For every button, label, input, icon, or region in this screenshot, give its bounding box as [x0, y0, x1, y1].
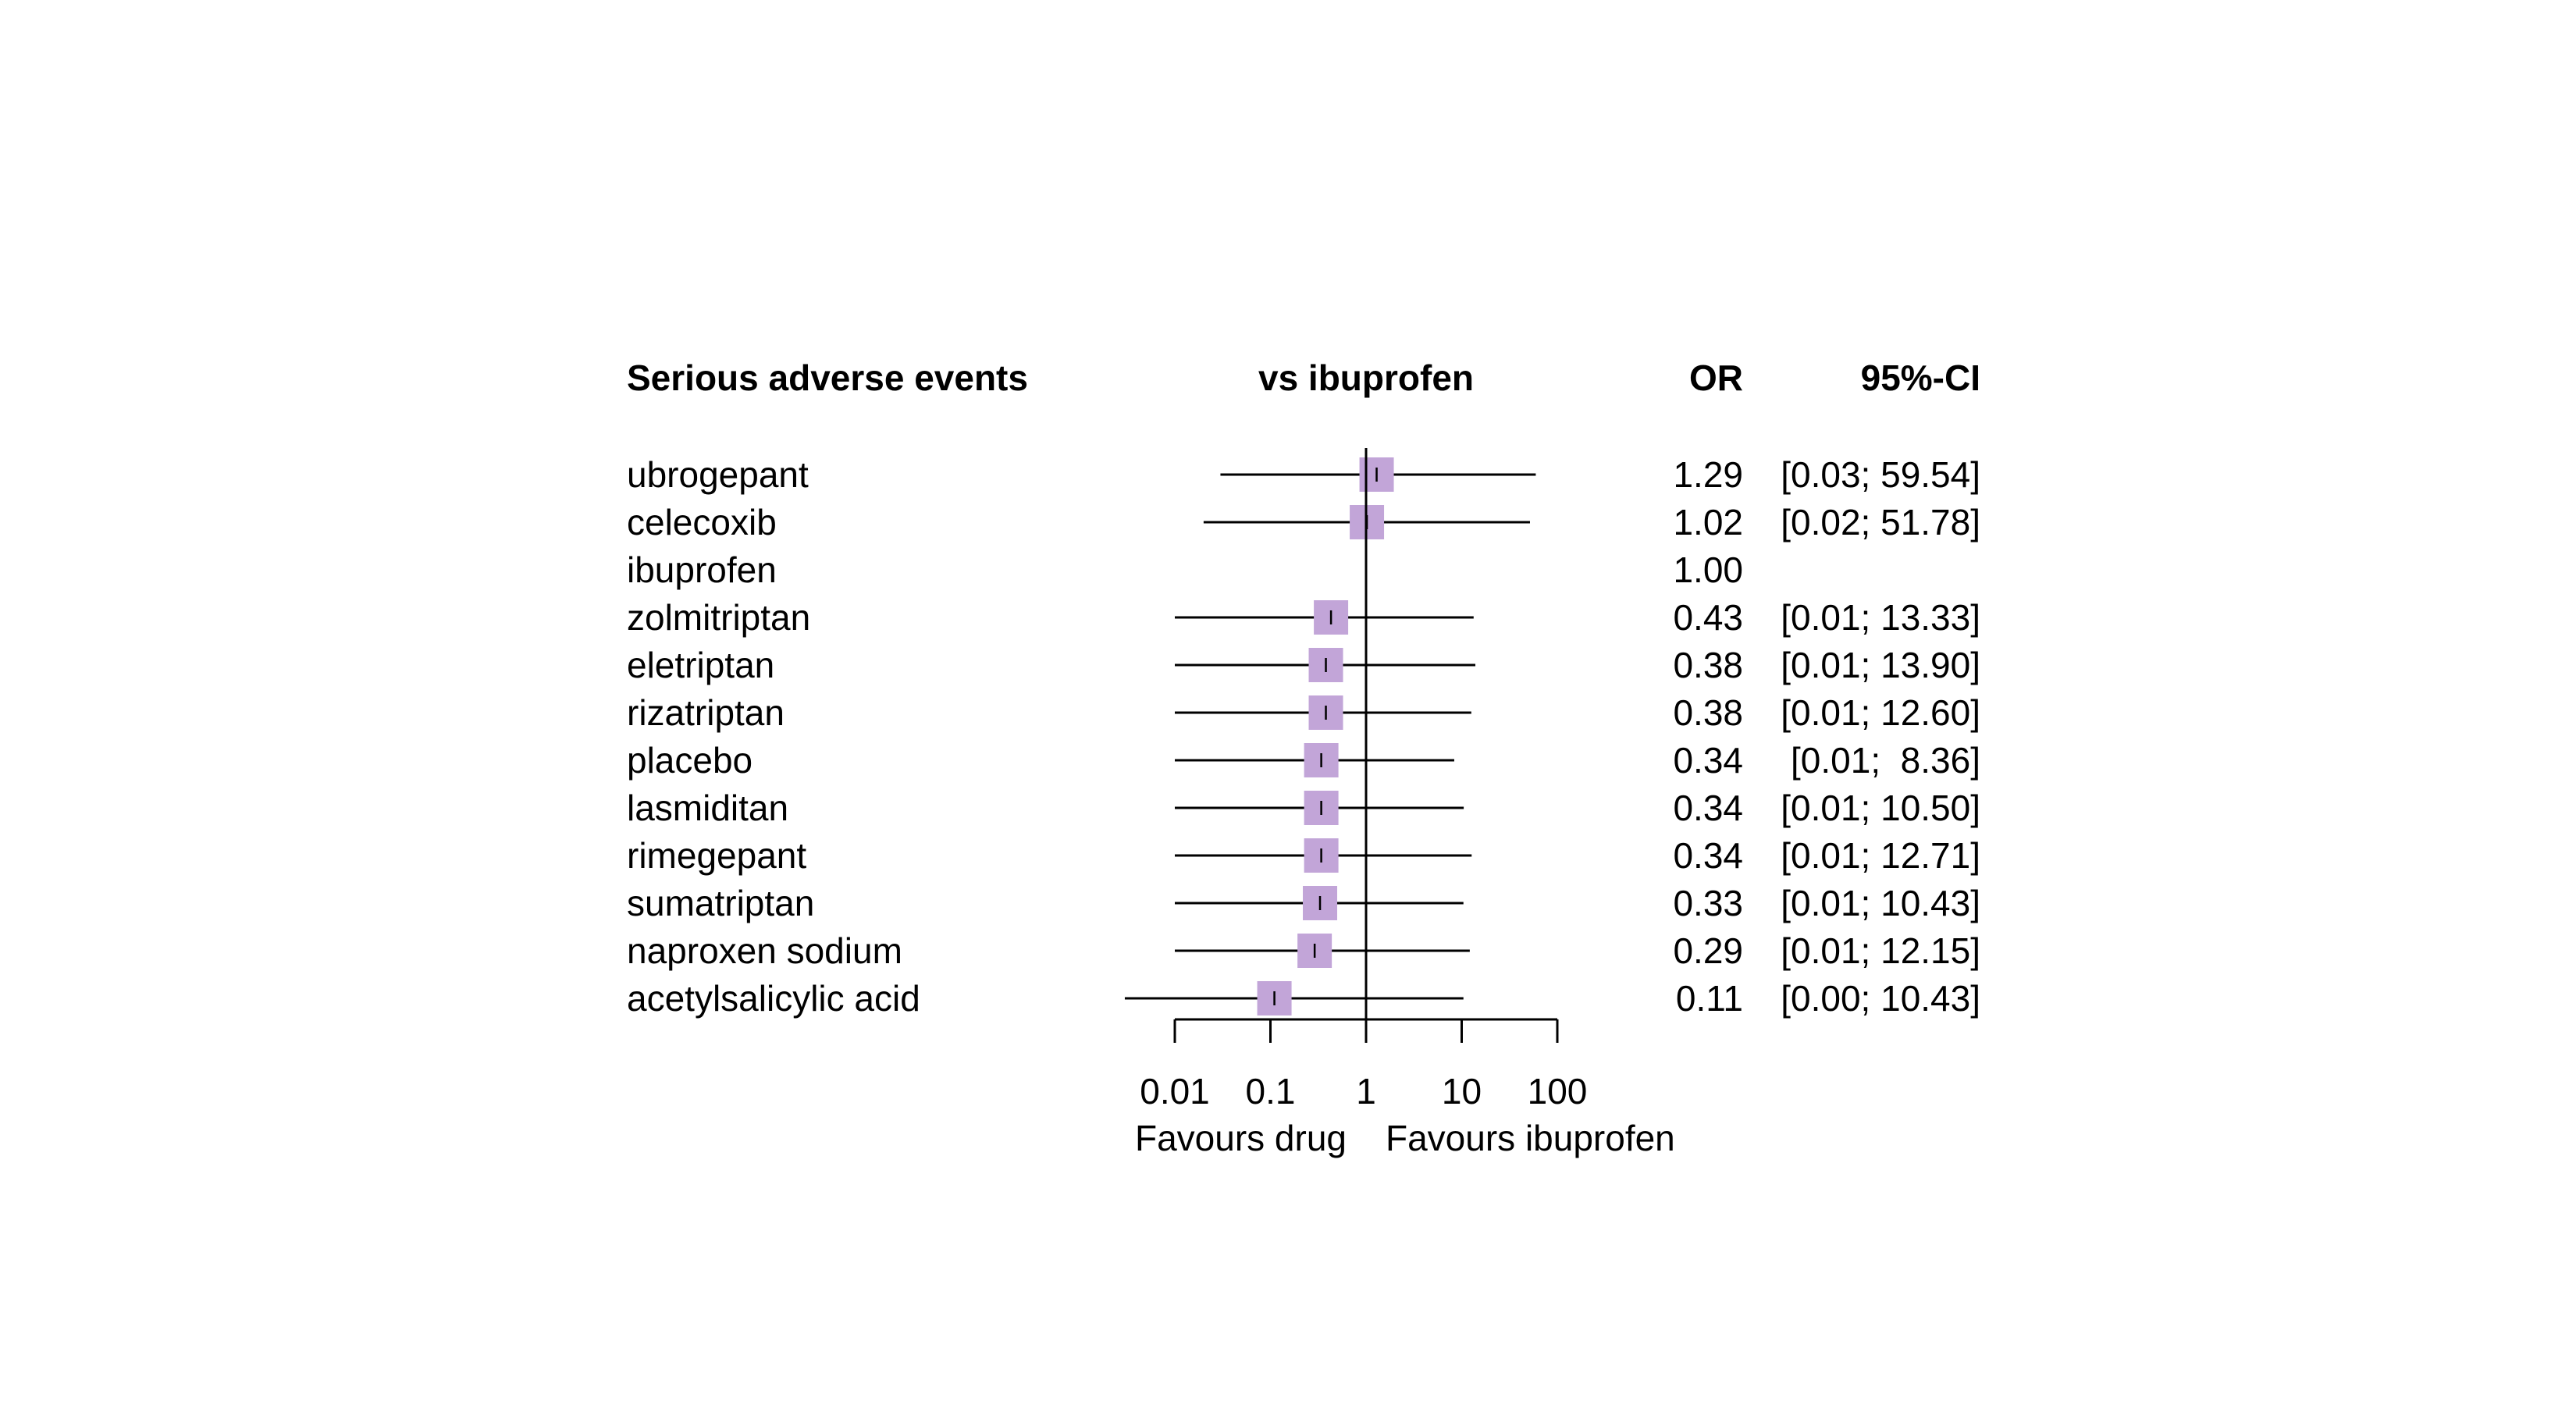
row-label: naproxen sodium: [627, 930, 902, 971]
row-ci-value: [0.01; 12.15]: [1781, 930, 1980, 971]
row-ci-value: [0.01; 13.33]: [1781, 597, 1980, 638]
forest-row: sumatriptan 0.33 [0.01; 10.43]: [627, 883, 1980, 923]
row-or-value: 0.38: [1673, 645, 1743, 685]
row-or-value: 1.02: [1673, 502, 1743, 542]
row-or-value: 0.34: [1673, 740, 1743, 781]
row-label: sumatriptan: [627, 883, 814, 923]
row-or-value: 0.34: [1673, 835, 1743, 876]
forest-row: rimegepant 0.34 [0.01; 12.71]: [627, 835, 1980, 876]
row-ci-value: [0.02; 51.78]: [1781, 502, 1980, 542]
row-ci-value: [0.01; 13.90]: [1781, 645, 1980, 685]
forest-row: acetylsalicylic acid 0.11 [0.00; 10.43]: [627, 978, 1980, 1019]
row-or-value: 0.29: [1673, 930, 1743, 971]
forest-row: lasmiditan 0.34 [0.01; 10.50]: [627, 788, 1980, 828]
row-ci-value: [0.03; 59.54]: [1781, 454, 1980, 495]
tick-label: 10: [1442, 1071, 1482, 1112]
row-ci-value: [0.00; 10.43]: [1781, 978, 1980, 1019]
row-label: ubrogepant: [627, 454, 809, 495]
row-label: eletriptan: [627, 645, 774, 685]
row-ci-value: [0.01; 12.60]: [1781, 692, 1980, 733]
header-row: Serious adverse events vs ibuprofen OR 9…: [627, 357, 1980, 398]
forest-row: naproxen sodium 0.29 [0.01; 12.15]: [627, 930, 1980, 971]
row-or-value: 0.33: [1673, 883, 1743, 923]
row-label: ibuprofen: [627, 550, 777, 590]
row-label: placebo: [627, 740, 753, 781]
favours-left-label: Favours drug: [1135, 1118, 1347, 1158]
header-ci: 95%-CI: [1861, 357, 1980, 398]
row-label: rimegepant: [627, 835, 806, 876]
row-or-value: 0.38: [1673, 692, 1743, 733]
favours-labels: Favours drug Favours ibuprofen: [1135, 1118, 1675, 1158]
row-label: rizatriptan: [627, 692, 785, 733]
row-or-value: 0.11: [1676, 978, 1743, 1019]
row-or-value: 1.00: [1673, 550, 1743, 590]
forest-row: ibuprofen 1.00: [627, 550, 1743, 590]
tick-label: 0.01: [1140, 1071, 1210, 1112]
row-label: celecoxib: [627, 502, 777, 542]
row-or-value: 0.43: [1673, 597, 1743, 638]
row-label: acetylsalicylic acid: [627, 978, 920, 1019]
tick-label: 0.1: [1246, 1071, 1296, 1112]
header-estimate: OR: [1689, 357, 1743, 398]
row-or-value: 0.34: [1673, 788, 1743, 828]
row-ci-value: [0.01; 8.36]: [1791, 740, 1980, 781]
row-ci-value: [0.01; 12.71]: [1781, 835, 1980, 876]
header-plot: vs ibuprofen: [1258, 357, 1474, 398]
row-ci-value: [0.01; 10.50]: [1781, 788, 1980, 828]
row-or-value: 1.29: [1673, 454, 1743, 495]
favours-right-label: Favours ibuprofen: [1386, 1118, 1675, 1158]
row-label: zolmitriptan: [627, 597, 810, 638]
tick-label: 1: [1356, 1071, 1376, 1112]
row-ci-value: [0.01; 10.43]: [1781, 883, 1980, 923]
forest-row: eletriptan 0.38 [0.01; 13.90]: [627, 645, 1980, 685]
forest-row: celecoxib 1.02 [0.02; 51.78]: [627, 502, 1980, 542]
header-label: Serious adverse events: [627, 357, 1028, 398]
forest-row: ubrogepant 1.29 [0.03; 59.54]: [627, 454, 1980, 495]
forest-row: placebo 0.34 [0.01; 8.36]: [627, 740, 1980, 781]
x-axis: 0.01 0.1 1 10 100: [1140, 448, 1587, 1112]
tick-label: 100: [1528, 1071, 1588, 1112]
forest-row: rizatriptan 0.38 [0.01; 12.60]: [627, 692, 1980, 733]
rows: ubrogepant 1.29 [0.03; 59.54] celecoxib 1.02…: [627, 454, 1980, 1019]
forest-row: zolmitriptan 0.43 [0.01; 13.33]: [627, 597, 1980, 638]
row-label: lasmiditan: [627, 788, 788, 828]
